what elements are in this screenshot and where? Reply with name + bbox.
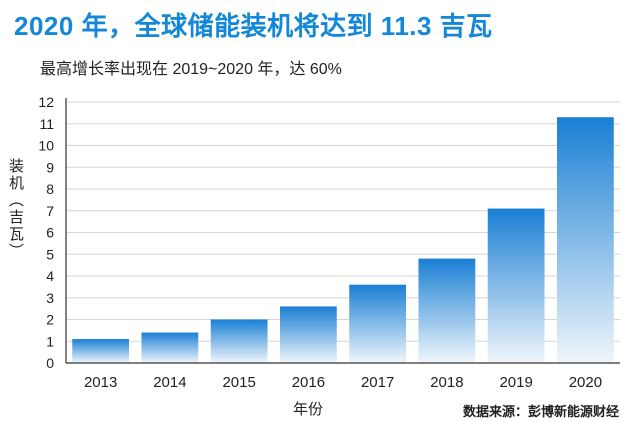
x-axis-label: 年份 <box>293 401 324 418</box>
chart-title: 2020 年，全球储能装机将达到 11.3 吉瓦 <box>14 11 493 41</box>
y-tick-label: 0 <box>46 355 54 371</box>
bar-2017 <box>349 284 407 363</box>
bar-2018 <box>418 258 476 363</box>
data-source-note: 数据来源：彭博新能源财经 <box>462 404 619 419</box>
y-tick-label: 1 <box>46 333 54 349</box>
y-tick-label: 7 <box>46 203 54 219</box>
x-tick-label: 2013 <box>84 374 117 391</box>
x-tick-label: 2015 <box>222 374 255 391</box>
bar-2016 <box>279 306 337 363</box>
x-tick-label: 2020 <box>569 374 602 391</box>
y-tick-label: 5 <box>46 246 54 262</box>
bar-2020 <box>556 117 614 363</box>
bar-2015 <box>210 319 268 363</box>
x-tick-label: 2014 <box>153 374 186 391</box>
y-tick-label: 10 <box>38 138 54 154</box>
y-tick-label: 6 <box>46 225 54 241</box>
y-tick-label: 11 <box>39 116 54 132</box>
y-tick-label: 2 <box>46 312 54 328</box>
y-tick-label: 3 <box>46 290 54 306</box>
bar-2013 <box>72 339 130 363</box>
y-tick-label: 12 <box>38 94 54 110</box>
chart-subtitle: 最高增长率出现在 2019~2020 年，达 60% <box>40 61 342 78</box>
y-tick-label: 8 <box>46 181 54 197</box>
y-tick-label: 4 <box>46 268 54 284</box>
bar-2019 <box>487 208 545 363</box>
x-tick-label: 2018 <box>430 374 463 391</box>
x-tick-label: 2017 <box>361 374 394 391</box>
bar-2014 <box>141 332 199 363</box>
x-tick-label: 2019 <box>499 374 532 391</box>
x-tick-label: 2016 <box>292 374 325 391</box>
y-axis-label: 装机（吉瓦） <box>7 158 24 260</box>
y-tick-label: 9 <box>46 159 54 175</box>
